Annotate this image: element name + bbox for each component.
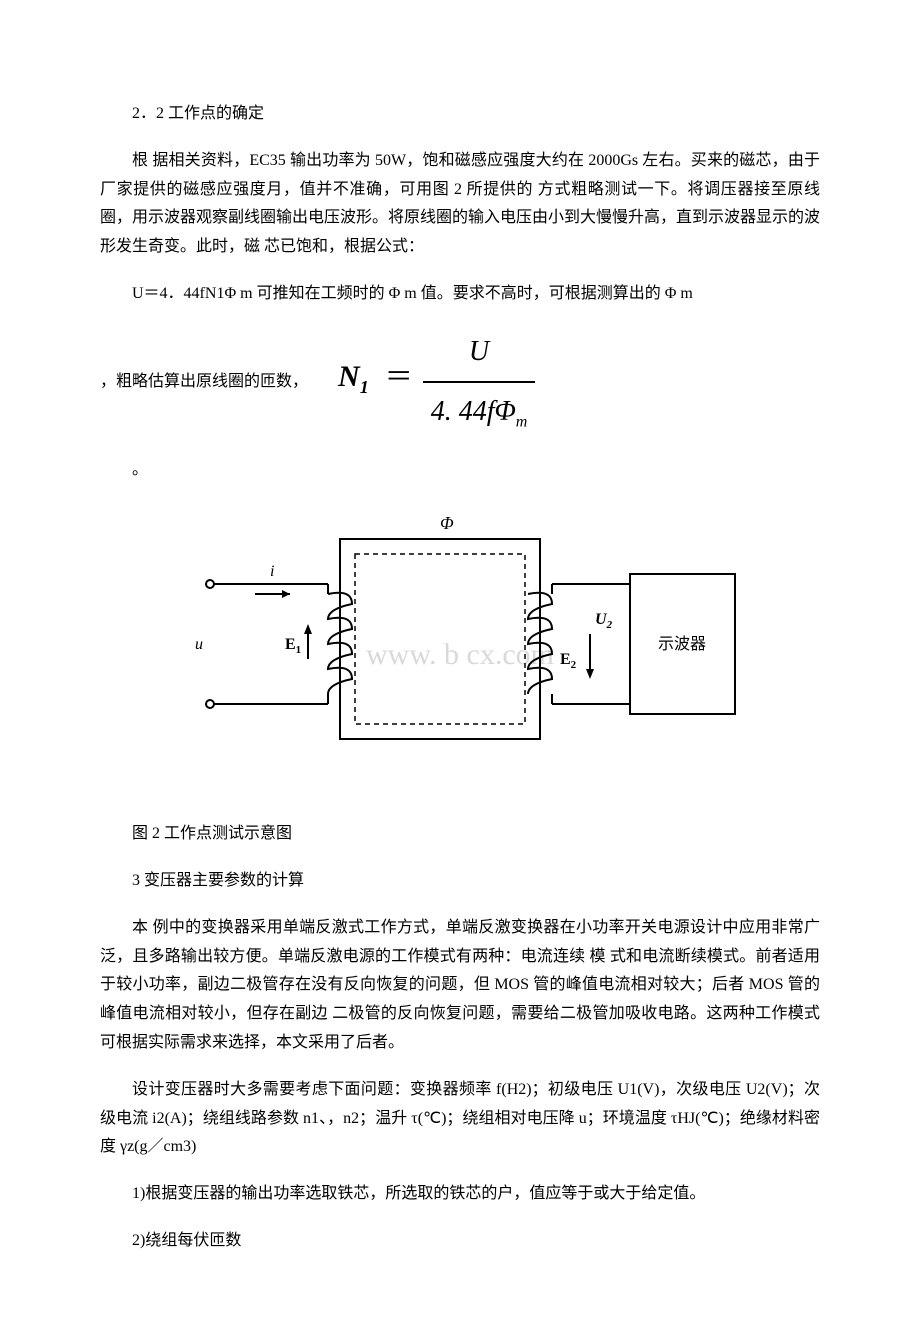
para-s2-1: 本 例中的变换器采用单端反激式工作方式，单端反激变换器在小功率开关电源设计中应用…: [100, 914, 820, 1058]
para-intro: 根 据相关资料，EC35 输出功率为 50W，饱和磁感应强度大约在 2000Gs…: [100, 147, 820, 262]
oscilloscope-label: 示波器: [658, 635, 706, 653]
i-label: i: [270, 563, 274, 580]
formula-eq: ＝: [385, 362, 413, 393]
section-heading-3: 3 变压器主要参数的计算: [100, 867, 820, 896]
terminal-top-left: [206, 580, 214, 588]
terminal-bottom-left: [206, 700, 214, 708]
e2-label: E2: [560, 651, 577, 671]
section-heading-22: 2．2 工作点的确定: [100, 100, 820, 129]
u2-arrow-head: [586, 669, 594, 679]
formula-lhs-sub: 1: [360, 377, 369, 397]
formula-prefix: ，粗略估算出原线圈的匝数，: [100, 368, 308, 397]
transformer-diagram: www. b cx.com Φ i u E1: [100, 504, 820, 795]
para-s2-3: 1)根据变压器的输出功率选取铁芯，所选取的铁芯的户，值应等于或大于给定值。: [100, 1180, 820, 1209]
i-arrow-head: [282, 590, 290, 598]
formula-numerator: U: [423, 327, 536, 383]
formula-n1: N1 ＝ U 4. 44fΦm: [338, 327, 535, 438]
u2-label: U2: [595, 611, 613, 631]
period-line: 。: [100, 456, 820, 485]
phi-label: Φ: [440, 513, 454, 533]
para-s2-2: 设计变压器时大多需要考虑下面问题：变换器频率 f(H2)；初级电压 U1(V)，…: [100, 1076, 820, 1162]
formula-fraction: U 4. 44fΦm: [423, 327, 536, 438]
para-s2-4: 2)绕组每伏匝数: [100, 1227, 820, 1256]
para-formula-text: U＝4．44fN1Φ m 可推知在工频时的 Φ m 值。要求不高时，可根据测算出…: [100, 280, 820, 309]
u-label: u: [195, 636, 203, 653]
diagram-caption: 图 2 工作点测试示意图: [100, 820, 820, 849]
e1-arrow-head: [304, 624, 312, 634]
e1-label: E1: [285, 636, 301, 656]
formula-line: ，粗略估算出原线圈的匝数， N1 ＝ U 4. 44fΦm: [100, 327, 820, 438]
watermark-text: www. b cx.com: [366, 638, 554, 671]
formula-lhs: N: [338, 360, 360, 393]
formula-denominator: 4. 44fΦm: [423, 383, 536, 437]
diagram-svg: www. b cx.com Φ i u E1: [180, 504, 740, 784]
